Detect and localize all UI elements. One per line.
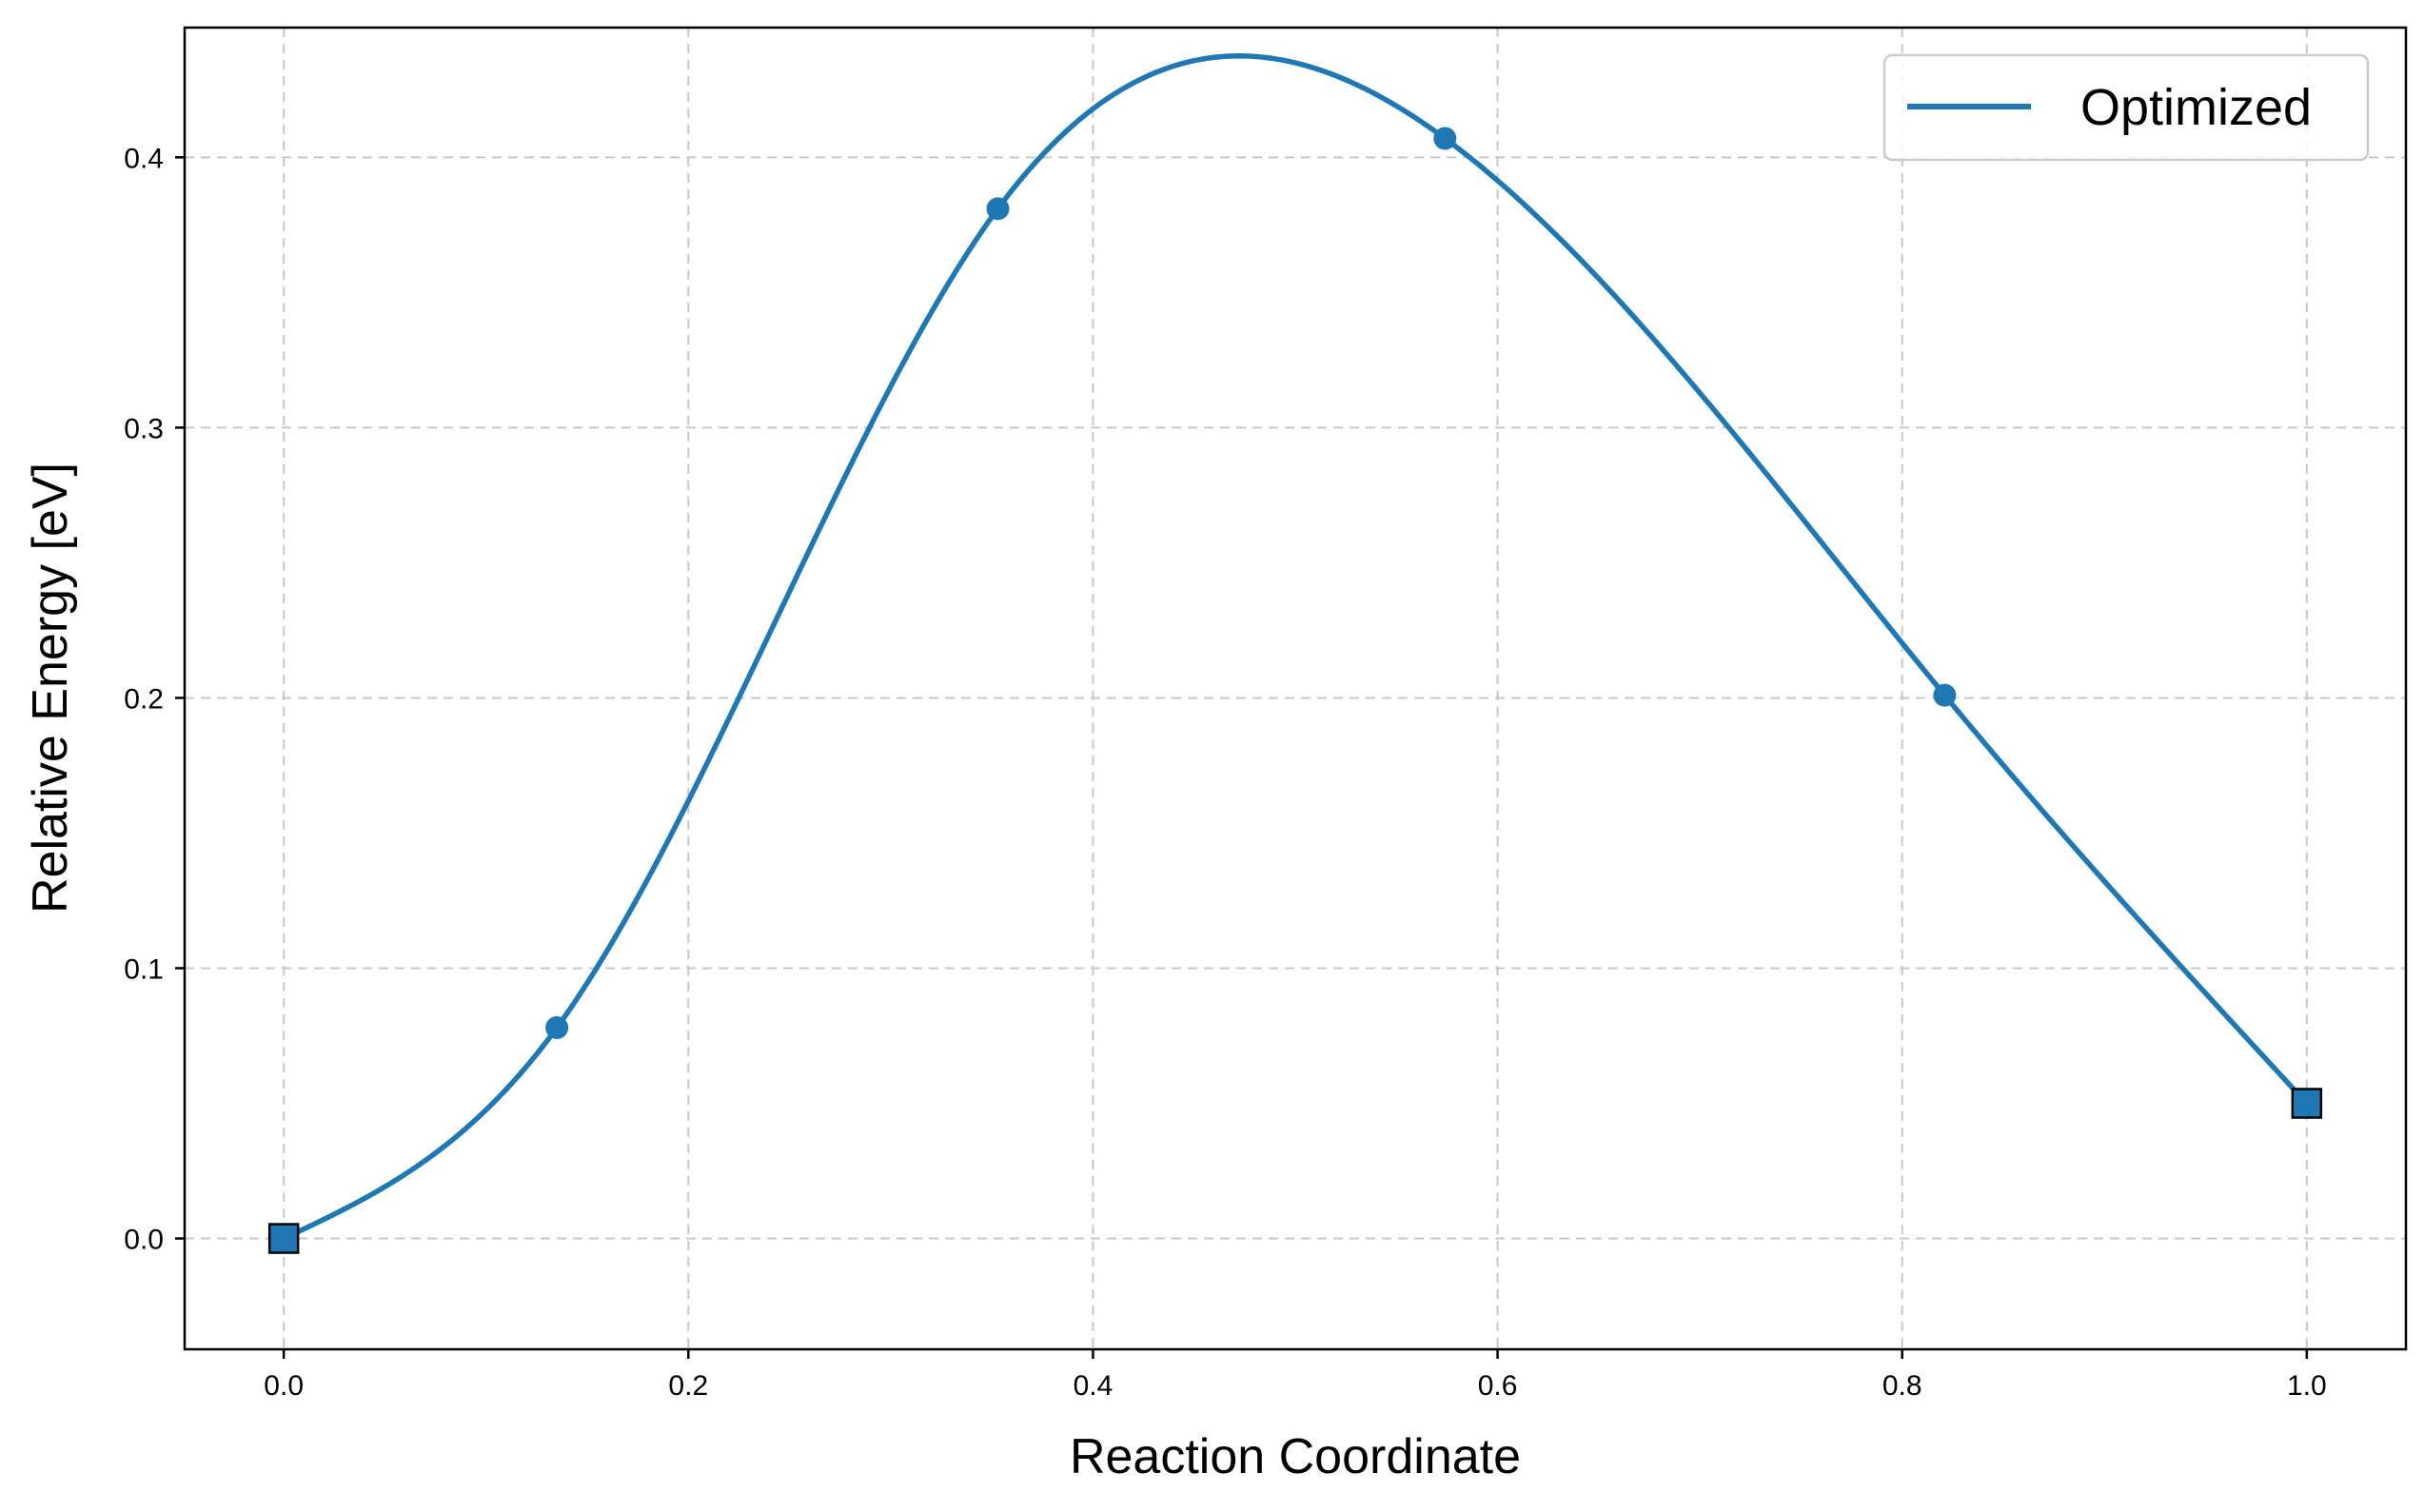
plot-frame	[183, 26, 2408, 1351]
data-point-1	[545, 1015, 569, 1039]
legend-label-optimized: Optimized	[2080, 79, 2312, 136]
x-axis-ticks: 0.0 0.2 0.4 0.6 0.8 1.0	[264, 1349, 2327, 1402]
y-tick-label-1: 0.1	[124, 953, 164, 985]
series-line-optimized	[281, 53, 2310, 1242]
series-curve-layer	[281, 53, 2310, 1242]
x-tick-label-5: 1.0	[2287, 1370, 2327, 1402]
data-point-3	[1433, 127, 1457, 150]
y-tick-label-3: 0.3	[124, 413, 164, 444]
x-tick-label-1: 0.2	[668, 1370, 708, 1402]
x-tick-label-4: 0.8	[1882, 1370, 1922, 1402]
x-tick-label-0: 0.0	[264, 1370, 304, 1402]
y-tick-label-0: 0.0	[124, 1225, 164, 1256]
y-tick-label-2: 0.2	[124, 683, 164, 715]
legend: Optimized	[1882, 53, 2370, 162]
y-tick-label-4: 0.4	[124, 143, 164, 174]
grid	[185, 28, 2406, 1349]
x-axis-label: Reaction Coordinate	[1070, 1429, 1521, 1484]
x-tick-label-3: 0.6	[1478, 1370, 1518, 1402]
legend-box	[1882, 53, 2370, 162]
series-markers	[267, 127, 2323, 1254]
data-point-endpoint-0	[267, 1223, 300, 1254]
y-axis-label: Relative Energy [eV]	[23, 462, 78, 913]
data-point-endpoint-5	[2291, 1088, 2323, 1119]
data-point-4	[1933, 683, 1957, 707]
data-point-2	[986, 197, 1010, 221]
x-tick-label-2: 0.4	[1074, 1370, 1113, 1402]
y-axis-ticks: 0.0 0.1 0.2 0.3 0.4	[124, 143, 185, 1256]
